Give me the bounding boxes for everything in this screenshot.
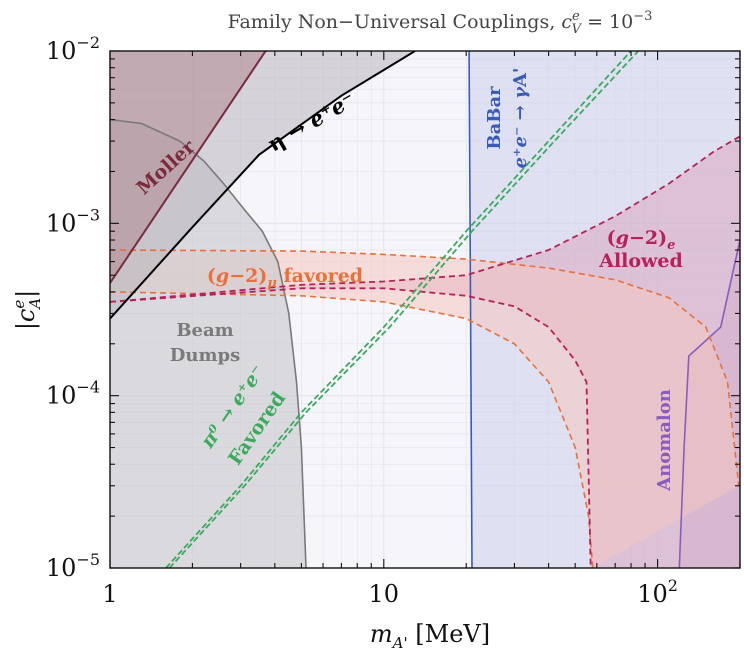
g2mu-favored-band xyxy=(110,250,739,568)
g2mu-label: (g−2)μ favored xyxy=(207,265,363,291)
g2e-upper xyxy=(110,135,740,303)
babar-boundary xyxy=(468,51,473,568)
plot-regions xyxy=(110,51,740,568)
babar-process-label: e⁺e⁻ → γA' xyxy=(510,68,531,169)
chart-title: Family Non−Universal Couplings, ce V = 10… xyxy=(228,9,653,37)
beam-dumps-label-1: Beam xyxy=(176,320,233,341)
moller-boundary xyxy=(110,51,267,284)
x-tick-label: 10 xyxy=(369,580,400,608)
g2e-lower xyxy=(110,287,592,568)
anomalon-boundary xyxy=(678,239,740,568)
x-axis-title: mA' [MeV] xyxy=(370,620,490,652)
y-tick-label: 10−3 xyxy=(46,205,100,237)
plot-lines xyxy=(110,51,740,568)
y-tick-label: 10−2 xyxy=(46,33,100,65)
beam-dumps-label-2: Dumps xyxy=(170,345,240,366)
plot-frame xyxy=(109,50,741,569)
babar-label: BaBar xyxy=(484,86,505,150)
y-axis-title: |ceA| xyxy=(10,290,44,330)
pi0-upper xyxy=(165,51,632,568)
eta-boundary xyxy=(110,51,416,320)
g2mu-lower xyxy=(110,291,594,568)
x-tick-label: 1 xyxy=(102,580,117,608)
g2e-allowed-region xyxy=(110,136,740,568)
y-tick-label: 10−5 xyxy=(46,550,100,582)
x-tick-label: 102 xyxy=(637,576,678,608)
pi0-lower xyxy=(168,51,639,568)
axis-ticks: 1 10 102 10−5 10−4 10−3 10−2 xyxy=(46,33,741,608)
anomalon-label: Anomalon xyxy=(654,389,675,492)
y-tick-label: 10−4 xyxy=(46,378,100,410)
g2e-allowed-label: Allowed xyxy=(598,250,683,272)
beam-dumps-boundary xyxy=(110,118,307,568)
g2mu-upper xyxy=(110,249,740,486)
g2e-label: (g−2)e xyxy=(607,227,676,253)
